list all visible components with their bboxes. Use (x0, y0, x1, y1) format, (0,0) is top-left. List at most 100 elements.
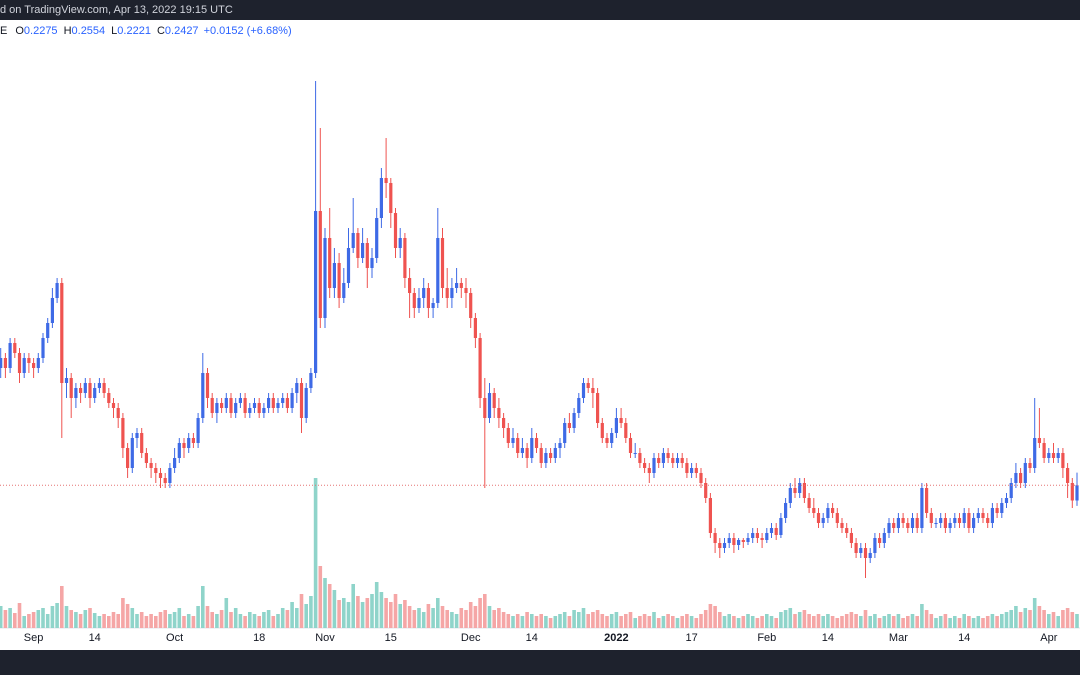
volume-bar (901, 618, 905, 628)
volume-bar (191, 616, 196, 628)
volume-bar (478, 598, 482, 628)
volume-bar (97, 616, 102, 628)
volume-bar (219, 610, 224, 628)
volume-bar (3, 610, 8, 628)
volume-bar (45, 614, 50, 628)
volume-bar (384, 598, 388, 628)
top-bar (0, 0, 1080, 20)
x-tick-label: 17 (685, 632, 697, 644)
candle-body (398, 238, 402, 248)
candle-body (567, 423, 571, 428)
volume-bar (915, 616, 919, 628)
candle-body (516, 438, 520, 453)
candle-body (205, 373, 210, 398)
volume-bar (36, 610, 41, 628)
volume-bar (619, 616, 623, 628)
volume-bar (464, 610, 468, 628)
volume-bar (74, 612, 78, 628)
candle-body (318, 211, 322, 318)
candle-body (577, 398, 581, 413)
candle-body (563, 423, 567, 443)
legend-value: 0.2275 (24, 25, 58, 37)
candle-body (478, 338, 482, 398)
x-tick-label: 14 (822, 632, 834, 644)
volume-bar (182, 616, 186, 628)
candle-body (793, 488, 797, 493)
volume-bar (689, 616, 694, 628)
candle-body (657, 458, 661, 463)
volume-bar (633, 618, 637, 628)
candle-body (8, 343, 12, 368)
candle-body (285, 398, 289, 408)
volume-bar (111, 612, 116, 628)
candle-body (121, 418, 125, 448)
candle-body (929, 513, 933, 523)
candle-body (605, 438, 609, 443)
x-tick-label: Apr (1040, 632, 1057, 644)
candle-body (925, 488, 929, 513)
candle-body (1075, 485, 1079, 501)
volume-bar (130, 608, 135, 628)
volume-bar (365, 598, 370, 628)
volume-bar (172, 612, 177, 628)
candle-body (220, 403, 224, 408)
volume-layer (0, 478, 1079, 628)
volume-bar (891, 616, 896, 628)
volume-bar (666, 614, 670, 628)
volume-bar (186, 614, 191, 628)
candle-body (798, 483, 802, 493)
candle-body (544, 453, 548, 463)
candle-body (224, 398, 228, 408)
candle-body (718, 543, 722, 548)
candle-body (102, 383, 106, 393)
candle-body (328, 238, 332, 288)
candle-body (751, 533, 755, 538)
candle-body (1033, 438, 1037, 468)
candle-body (784, 503, 788, 518)
candle-body (1019, 473, 1023, 483)
candle-body (534, 438, 539, 448)
bottom-bar (0, 650, 1080, 675)
volume-bar (346, 602, 351, 628)
volume-bar (1061, 610, 1065, 628)
candle-body (55, 283, 59, 298)
candle-body (647, 468, 651, 473)
candle-body (854, 543, 858, 553)
volume-bar (671, 616, 675, 628)
candle-body (483, 398, 487, 418)
candle-body (699, 473, 703, 483)
volume-bar (1009, 610, 1013, 628)
volume-bar (487, 606, 492, 628)
candle-body (267, 398, 271, 408)
candle-body (831, 508, 835, 513)
volume-bar (765, 614, 769, 628)
candle-body (243, 398, 247, 413)
volume-bar (511, 616, 515, 628)
candle-body (558, 443, 562, 448)
candle-body (97, 383, 101, 388)
candle-body (915, 518, 919, 528)
legend-label: L (111, 25, 117, 37)
candle-body (393, 213, 398, 248)
volume-bar (69, 610, 73, 628)
candle-body (1047, 453, 1051, 458)
candle-body (173, 458, 177, 468)
candle-body (375, 218, 379, 258)
volume-bar (581, 608, 586, 628)
volume-bar (163, 610, 167, 628)
volume-bar (201, 586, 205, 628)
candle-body (600, 423, 604, 438)
volume-bar (60, 586, 64, 628)
legend-value: 0.2427 (165, 25, 199, 37)
candle-body (158, 473, 163, 478)
volume-bar (102, 614, 106, 628)
volume-bar (967, 616, 971, 628)
volume-bar (934, 618, 938, 628)
volume-bar (821, 616, 825, 628)
volume-bar (454, 614, 459, 628)
candle-body (685, 463, 689, 473)
candle-body (379, 178, 383, 218)
volume-bar (802, 610, 807, 628)
volume-bar (412, 610, 417, 628)
volume-bar (116, 614, 120, 628)
